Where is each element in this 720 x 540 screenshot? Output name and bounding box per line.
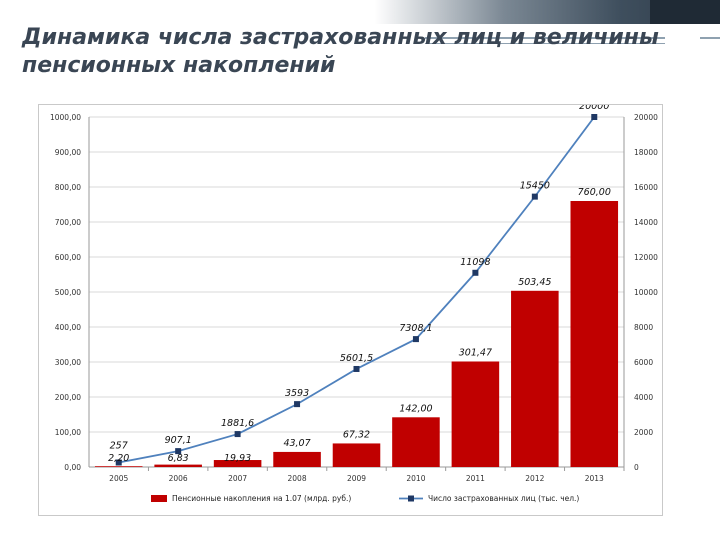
slide-title-line-1: Динамика числа застрахованных лиц и вели… <box>22 25 659 50</box>
y-left-tick-label: 800,00 <box>55 183 81 192</box>
slide-title-line-2: пенсионных накоплений <box>22 53 336 78</box>
title-bar-band <box>0 0 720 24</box>
bar-value-label: 760,00 <box>578 187 611 198</box>
bar-2010 <box>392 417 440 467</box>
bar-value-label: 6,83 <box>168 453 189 464</box>
y-left-tick-label: 400,00 <box>55 323 81 332</box>
line-value-label: 907,1 <box>165 435 192 446</box>
title-underline-rule-short <box>700 37 720 39</box>
bar-2013 <box>570 201 619 467</box>
line-point-2009 <box>353 365 360 372</box>
x-tick-label: 2008 <box>288 474 307 483</box>
bar-value-label: 67,32 <box>343 429 370 440</box>
line-value-label: 11098 <box>460 257 490 268</box>
x-tick-label: 2010 <box>406 474 425 483</box>
line-point-2008 <box>294 401 301 408</box>
chart-frame: 0,00 0 100,00 2000 200,00 4000 300,00 6000 400,0… <box>38 104 663 516</box>
y-left-tick-label: 1000,00 <box>50 113 81 122</box>
line-value-label: 20000 <box>579 105 609 112</box>
line-point-2011 <box>472 269 479 276</box>
y-left-tick-label: 500,00 <box>55 288 81 297</box>
title-underline-rule-lower <box>425 43 665 44</box>
bar-2008 <box>273 451 321 467</box>
y-right-tick-label: 10000 <box>634 288 658 297</box>
x-tick-label: 2013 <box>585 474 604 483</box>
y-right-tick-label: 20000 <box>634 113 658 122</box>
line-point-2005 <box>115 459 122 466</box>
legend-swatch-bar <box>151 495 167 502</box>
x-tick-label: 2009 <box>347 474 366 483</box>
line-value-label: 15450 <box>520 181 550 192</box>
bar-2007 <box>213 460 262 467</box>
y-left-tick-label: 900,00 <box>55 148 81 157</box>
bar-2005 <box>94 466 143 467</box>
y-right-tick-label: 12000 <box>634 253 658 262</box>
legend-label-bar: Пенсионные накопления на 1.07 (млрд. руб… <box>172 494 351 503</box>
x-tick-label: 2012 <box>525 474 544 483</box>
bar-2006 <box>154 464 202 467</box>
bar-2012 <box>511 290 559 467</box>
line-value-label: 5601,5 <box>340 353 373 364</box>
y-right-tick-label: 2000 <box>634 428 653 437</box>
bar-2009 <box>332 443 381 467</box>
y-right-tick-label: 18000 <box>634 148 658 157</box>
y-left-tick-label: 700,00 <box>55 218 81 227</box>
bar-value-label: 301,47 <box>459 347 492 358</box>
y-left-tick-label: 200,00 <box>55 393 81 402</box>
line-value-label: 1881,6 <box>221 418 254 429</box>
x-tick-label: 2006 <box>169 474 188 483</box>
line-point-2012 <box>531 193 538 200</box>
y-left-tick-label: 600,00 <box>55 253 81 262</box>
y-right-tick-label: 4000 <box>634 393 653 402</box>
y-left-tick-label: 300,00 <box>55 358 81 367</box>
line-point-2007 <box>234 431 241 438</box>
line-value-label: 7308,1 <box>399 323 432 334</box>
x-tick-label: 2007 <box>228 474 247 483</box>
y-left-tick-label: 100,00 <box>55 428 81 437</box>
bar-value-label: 2,20 <box>108 453 129 464</box>
y-right-tick-label: 0 <box>634 463 639 472</box>
y-right-tick-label: 14000 <box>634 218 658 227</box>
line-point-2013 <box>591 114 598 120</box>
bar-2011 <box>451 361 500 467</box>
x-tick-label: 2011 <box>466 474 485 483</box>
bar-value-label: 43,07 <box>283 438 310 449</box>
line-point-2010 <box>412 336 419 343</box>
title-underline-rule <box>425 37 665 39</box>
legend-marker-line <box>408 495 414 502</box>
line-point-2006 <box>175 448 182 455</box>
line-value-label: 257 <box>110 441 128 452</box>
y-right-tick-label: 6000 <box>634 358 653 367</box>
bar-value-label: 503,45 <box>518 277 551 288</box>
bar-value-label: 142,00 <box>399 403 432 414</box>
y-right-tick-label: 16000 <box>634 183 658 192</box>
title-bar-accent <box>650 0 720 24</box>
y-left-tick-label: 0,00 <box>64 463 81 472</box>
line-value-label: 3593 <box>285 388 309 399</box>
slide-title: Динамика числа застрахованных лиц и вели… <box>22 24 662 80</box>
x-tick-label: 2005 <box>109 474 128 483</box>
combo-chart: 0,00 0 100,00 2000 200,00 4000 300,00 6000 400,0… <box>50 105 658 503</box>
y-right-tick-label: 8000 <box>634 323 653 332</box>
legend-label-line: Число застрахованных лиц (тыс. чел.) <box>428 494 579 503</box>
bar-value-label: 19,93 <box>224 453 251 464</box>
